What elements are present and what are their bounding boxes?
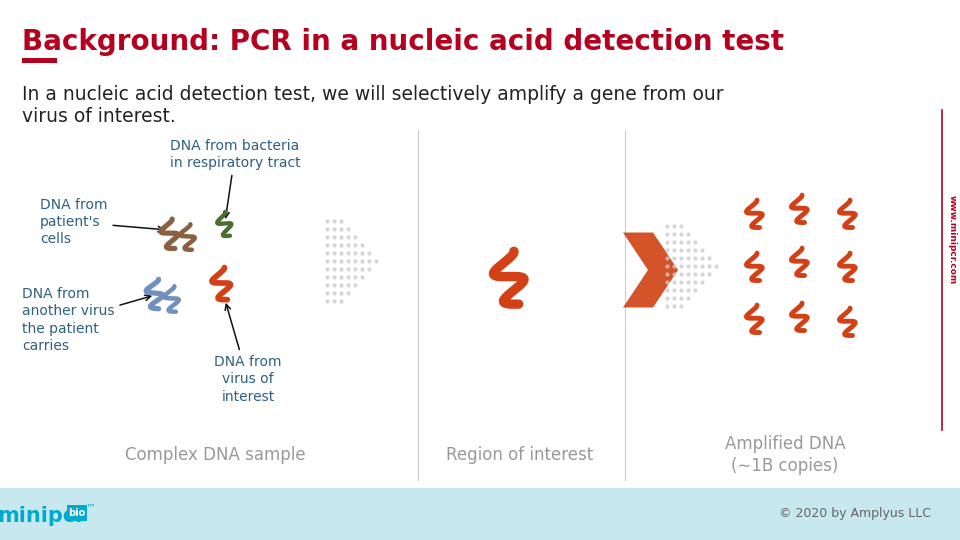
- Text: DNA from
patient's
cells: DNA from patient's cells: [40, 198, 163, 246]
- Bar: [0, 488, 960, 540]
- Text: Region of interest: Region of interest: [446, 446, 593, 464]
- Text: DNA from
another virus
the patient
carries: DNA from another virus the patient carri…: [22, 287, 151, 353]
- Text: Amplified DNA
(∼1B copies): Amplified DNA (∼1B copies): [725, 435, 846, 475]
- Text: DNA from bacteria
in respiratory tract: DNA from bacteria in respiratory tract: [170, 139, 300, 218]
- FancyBboxPatch shape: [67, 505, 87, 521]
- Text: DNA from
virus of
interest: DNA from virus of interest: [214, 305, 281, 403]
- Text: www.minipcr.com: www.minipcr.com: [948, 195, 956, 285]
- Text: Background: PCR in a nucleic acid detection test: Background: PCR in a nucleic acid detect…: [22, 28, 784, 56]
- Text: virus of interest.: virus of interest.: [22, 107, 176, 126]
- Text: © 2020 by Amplyus LLC: © 2020 by Amplyus LLC: [779, 508, 931, 521]
- Text: Complex DNA sample: Complex DNA sample: [125, 446, 305, 464]
- Text: ™: ™: [85, 502, 95, 512]
- Text: bio: bio: [68, 508, 85, 518]
- Text: In a nucleic acid detection test, we will selectively amplify a gene from our: In a nucleic acid detection test, we wil…: [22, 85, 724, 104]
- Polygon shape: [623, 233, 678, 307]
- Text: minipcr: minipcr: [0, 506, 86, 526]
- Bar: [22, 58, 57, 63]
